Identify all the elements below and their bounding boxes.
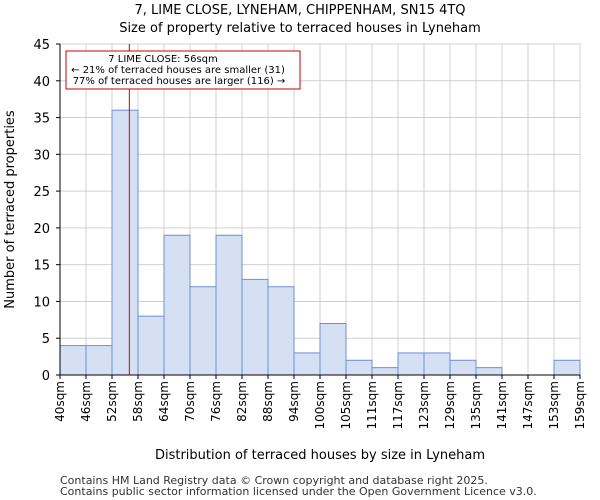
y-tick-label: 45 [33, 38, 50, 53]
x-tick-label: 46sqm [79, 381, 93, 422]
histogram-bar [449, 359, 477, 376]
x-tick-label: 52sqm [105, 381, 119, 422]
x-tick-label: 153sqm [547, 381, 561, 429]
x-tick-label: 117sqm [391, 381, 405, 429]
x-tick-label: 88sqm [261, 381, 275, 422]
x-tick-label: 111sqm [365, 381, 379, 429]
x-tick-label: 141sqm [495, 381, 509, 429]
histogram-bar [241, 278, 269, 376]
y-tick-label: 10 [33, 295, 50, 310]
footer-copyright: Contains HM Land Registry data © Crown c… [60, 474, 488, 487]
y-tick-label: 15 [33, 259, 50, 274]
histogram-bar [319, 323, 347, 376]
chart-subtitle: Size of property relative to terraced ho… [119, 21, 481, 36]
x-tick-label: 58sqm [131, 381, 145, 422]
histogram-bar [267, 286, 295, 376]
x-tick-label: 129sqm [443, 381, 457, 429]
chart-title: 7, LIME CLOSE, LYNEHAM, CHIPPENHAM, SN15… [134, 3, 466, 18]
annotation-box: 7 LIME CLOSE: 56sqm ← 21% of terraced ho… [65, 50, 301, 90]
histogram-bar [423, 352, 451, 376]
x-tick-label: 94sqm [287, 381, 301, 422]
x-tick-label: 135sqm [469, 381, 483, 429]
annotation-line-1: 7 LIME CLOSE: 56sqm [108, 54, 218, 65]
x-tick-label: 64sqm [157, 381, 171, 422]
x-tick-label: 123sqm [417, 381, 431, 429]
y-tick-label: 40 [33, 75, 50, 90]
histogram-bar [475, 367, 503, 376]
histogram-bar [345, 359, 373, 376]
y-tick-label: 25 [33, 185, 50, 200]
histogram-bar [397, 352, 425, 376]
y-tick-label: 30 [33, 148, 50, 163]
y-tick-label: 5 [42, 332, 50, 347]
x-axis-label: Distribution of terraced houses by size … [155, 448, 485, 463]
y-axis-label: Number of terraced properties [3, 110, 18, 309]
x-tick-label: 76sqm [209, 381, 223, 422]
histogram-bar [553, 359, 581, 376]
footer-licence: Contains public sector information licen… [60, 485, 537, 498]
histogram-bar [59, 345, 87, 376]
histogram-bar [137, 315, 165, 376]
y-tick-label: 35 [33, 112, 50, 127]
x-tick-label: 40sqm [53, 381, 67, 422]
x-tick-label: 105sqm [339, 381, 353, 429]
histogram-chart: 0 5 10 15 20 25 30 35 40 45 40sqm 46sqm 52sqm 58sqm 6… [3, 38, 587, 463]
histogram-bar [215, 234, 243, 376]
annotation-line-3: 77% of terraced houses are larger (116) … [73, 76, 286, 87]
x-tick-label: 70sqm [183, 381, 197, 422]
x-tick-label: 159sqm [573, 381, 587, 429]
x-tick-label: 147sqm [521, 381, 535, 429]
histogram-bar [163, 234, 191, 376]
y-tick-label: 0 [42, 369, 50, 384]
y-tick-label: 20 [33, 222, 50, 237]
histogram-bar [293, 352, 321, 376]
x-tick-label: 82sqm [235, 381, 249, 422]
x-tick-label: 100sqm [313, 381, 327, 429]
histogram-bar [111, 109, 139, 376]
annotation-line-2: ← 21% of terraced houses are smaller (31… [71, 65, 285, 76]
histogram-bar [189, 286, 217, 376]
histogram-bar [371, 367, 399, 376]
histogram-bar [85, 345, 113, 376]
